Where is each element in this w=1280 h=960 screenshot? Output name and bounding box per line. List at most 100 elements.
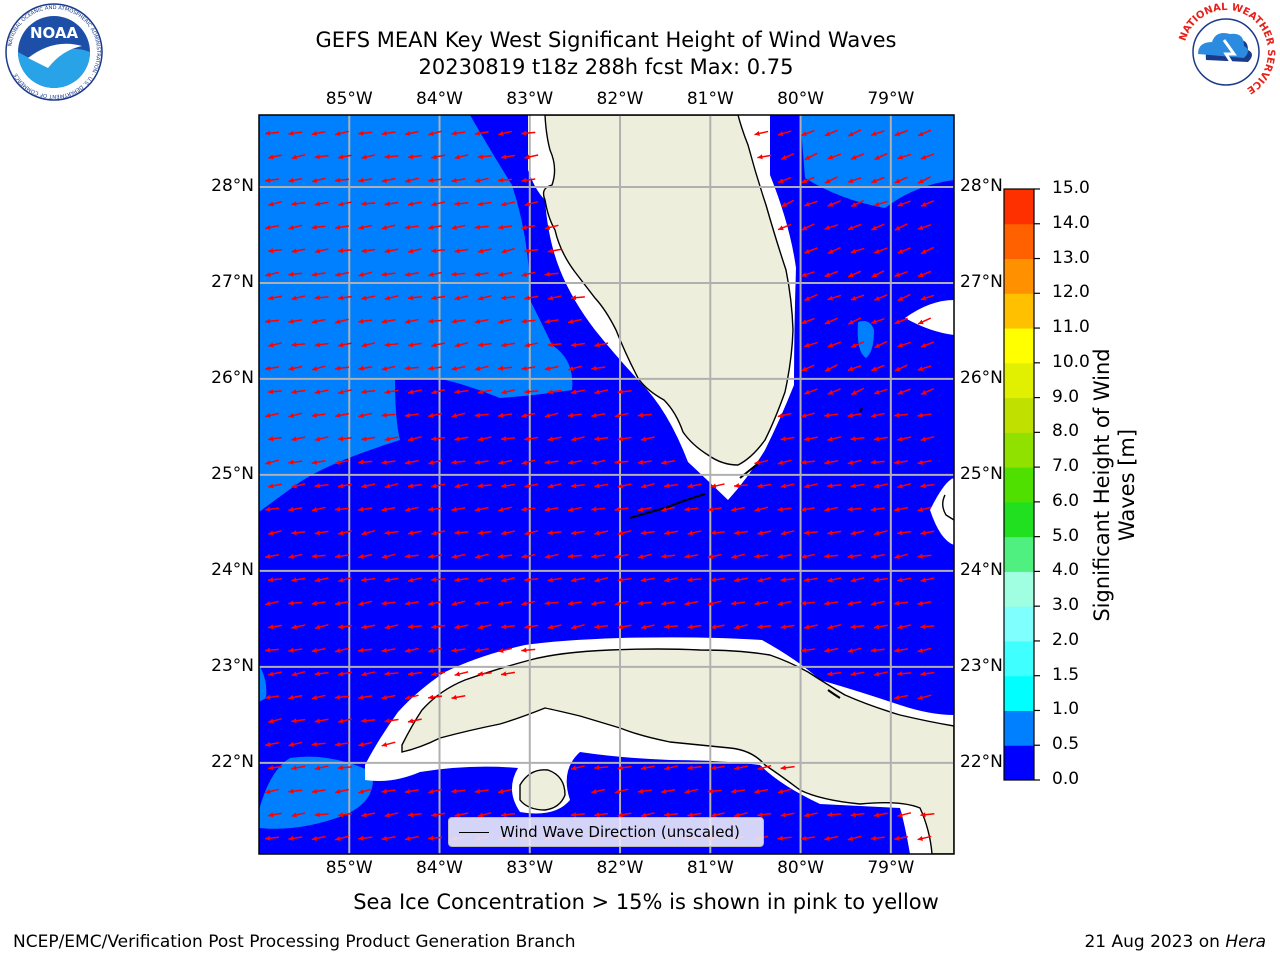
wave-direction-arrow [404,177,419,183]
wave-direction-arrow [780,436,795,442]
wave-direction-arrow [897,530,912,536]
wave-direction-arrow [894,459,909,465]
wave-direction-arrow [800,553,815,559]
wave-direction-arrow [311,318,326,324]
wave-direction-arrow [337,576,352,583]
wave-direction-arrow [687,624,702,630]
wave-direction-arrow [570,623,585,630]
wave-direction-arrow [431,483,446,489]
wave-direction-arrow [288,741,303,747]
wave-direction-arrow [827,200,841,207]
wave-direction-arrow [850,671,865,677]
wave-direction-arrow [358,412,373,418]
wave-direction-arrow [521,600,536,606]
wave-direction-arrow [780,152,795,161]
wave-direction-arrow [897,200,911,207]
wave-direction-arrow [567,506,582,512]
colorbar-segment [1004,189,1034,225]
wave-direction-arrow [870,835,885,841]
wave-direction-arrow [824,553,839,559]
wave-direction-arrow [428,788,443,794]
footer-credit: NCEP/EMC/Verification Post Processing Pr… [13,932,576,952]
wave-direction-arrow [870,553,885,559]
wave-direction-arrow [544,318,559,324]
wave-direction-arrow [920,387,935,396]
wave-direction-arrow [291,436,306,442]
wave-direction-arrow [850,624,865,630]
colorbar-tick-label: 12.0 [1052,282,1090,303]
wave-direction-arrow [524,200,539,207]
wave-direction-arrow [521,647,536,653]
wave-direction-arrow [614,459,629,465]
wave-direction-arrow [407,248,422,254]
wave-direction-arrow [874,340,888,349]
wave-direction-arrow [544,365,559,371]
wave-direction-arrow [451,412,466,418]
wave-direction-arrow [358,365,373,371]
wave-direction-arrow [827,436,842,442]
lon-label-top: 84°W [416,89,463,109]
wave-direction-arrow [428,130,443,136]
wave-direction-arrow [314,718,329,724]
wave-direction-arrow [894,317,908,325]
wave-direction-arrow [824,835,839,841]
wave-direction-arrow [404,506,419,512]
wave-direction-arrow [920,577,935,583]
wave-direction-arrow [264,694,280,700]
wave-direction-arrow [288,224,303,230]
wave-direction-arrow [780,765,795,771]
wave-direction-arrow [757,483,772,489]
wave-direction-arrow [847,553,862,559]
wave-direction-arrow [567,600,582,606]
wave-direction-arrow [264,835,280,841]
wave-direction-arrow [824,647,839,653]
wave-direction-arrow [547,389,562,395]
wave-direction-arrow [454,295,469,301]
wave-direction-arrow [800,506,815,512]
wave-direction-arrow [617,765,632,771]
wave-direction-arrow [334,177,349,183]
wave-direction-arrow [684,553,699,559]
wave-direction-arrow [477,154,492,160]
wave-direction-arrow [381,130,396,136]
wave-direction-arrow [407,577,422,583]
wave-direction-arrow [897,482,912,489]
wave-direction-arrow [757,764,772,771]
wave-direction-arrow [800,647,815,653]
wave-direction-arrow [547,295,562,301]
wave-direction-arrow [358,694,373,700]
wave-direction-arrow [497,271,513,277]
wave-direction-arrow [594,576,609,583]
wave-direction-arrow [431,248,446,254]
wave-direction-arrow [311,788,326,794]
wave-direction-arrow [291,718,306,724]
wave-direction-arrow [361,671,376,677]
wave-direction-arrow [687,577,702,583]
wave-direction-arrow [873,483,888,489]
wave-direction-arrow [381,177,396,183]
lon-label-bottom: 82°W [596,858,644,878]
wave-direction-arrow [917,835,932,841]
wave-direction-arrow [497,365,513,371]
wave-direction-arrow [617,529,632,536]
wave-direction-arrow [381,271,396,277]
wave-direction-arrow [500,483,516,489]
wave-direction-arrow [264,647,280,653]
wave-direction-arrow [757,624,772,630]
colorbar-tick-label: 7.0 [1052,456,1080,477]
wave-direction-arrow [617,483,632,489]
wave-direction-arrow [850,576,865,583]
colorbar-segment [1004,467,1034,503]
wave-direction-arrow [614,412,629,418]
wave-direction-arrow [547,624,562,630]
wave-direction-arrow [850,530,865,536]
wave-direction-arrow [614,506,629,512]
wave-direction-arrow [381,694,396,700]
wave-direction-arrow [474,412,489,418]
wave-direction-arrow [847,459,862,465]
graticule [259,115,954,854]
colorbar-tick-label: 13.0 [1052,247,1090,268]
wave-direction-arrow [733,765,749,771]
wave-direction-arrow [873,388,888,395]
wave-direction-arrow [873,436,888,442]
